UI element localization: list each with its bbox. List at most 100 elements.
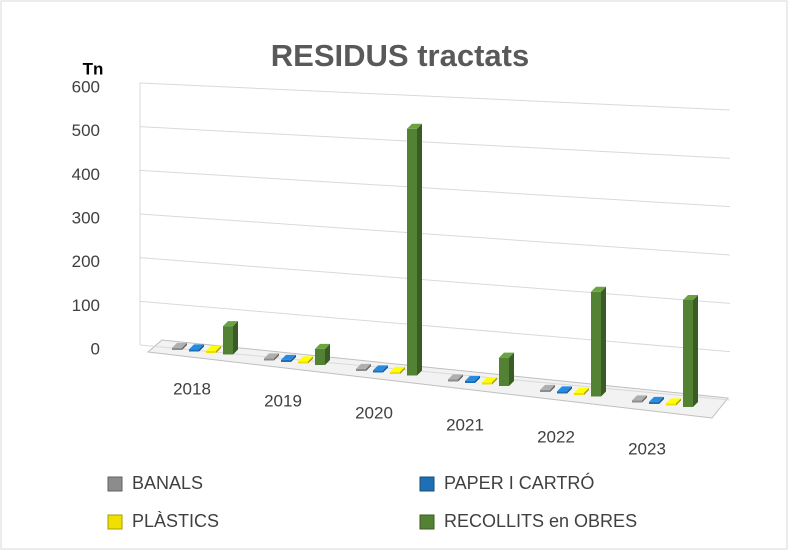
x-tick-label: 2023 [628, 439, 666, 458]
bar [373, 365, 388, 373]
bar-face [298, 361, 308, 364]
bar-face [223, 326, 233, 355]
bar-face [649, 396, 664, 402]
bar-face [206, 350, 216, 353]
bar-face [482, 382, 492, 385]
y-tick-label: 300 [72, 208, 100, 227]
bar-face [264, 358, 274, 361]
bar-face [172, 347, 182, 350]
bar-face [373, 370, 383, 373]
bar [315, 343, 330, 365]
grid-line [139, 213, 731, 256]
bar-face [482, 377, 497, 383]
bar-face [264, 353, 279, 359]
bar [223, 321, 238, 355]
bar-face [400, 366, 405, 374]
bar [540, 384, 555, 392]
legend-swatch [107, 476, 123, 492]
bar-face [584, 387, 589, 395]
bar [632, 395, 647, 403]
y-tick-label: 100 [72, 296, 100, 315]
bar [591, 286, 606, 397]
bar-face [407, 128, 417, 376]
bar-face [666, 398, 681, 404]
bar-face [390, 366, 405, 372]
bar [390, 366, 405, 374]
bar-face [465, 380, 475, 383]
bar-face [448, 379, 458, 382]
grid-line [139, 82, 731, 111]
bar-face [291, 354, 296, 362]
bar-face [172, 342, 187, 348]
y-tick-label: 400 [72, 165, 100, 184]
bar-face [189, 349, 199, 352]
bar-face [356, 363, 371, 369]
bar-face [591, 291, 601, 397]
bar-face [642, 395, 647, 403]
bar [574, 387, 589, 395]
legend-swatch [419, 514, 435, 530]
y-axis-label: Tn [83, 59, 104, 78]
bar-face [591, 286, 606, 292]
x-tick-label: 2019 [264, 391, 302, 410]
bar [356, 363, 371, 371]
bar-face [475, 375, 480, 383]
bar-face [281, 354, 296, 360]
bar [557, 386, 572, 394]
bar-face [492, 377, 497, 385]
x-tick-label: 2020 [355, 403, 393, 422]
bar-face [574, 387, 589, 393]
bar [649, 396, 664, 404]
bar-face [356, 368, 366, 371]
legend-swatch [419, 476, 435, 492]
bar-face [499, 352, 514, 358]
bar [666, 398, 681, 406]
legend-label: PAPER I CARTRÓ [444, 472, 594, 493]
grid-line [139, 257, 731, 304]
bar [206, 345, 221, 353]
x-tick-label: 2018 [173, 379, 211, 398]
bar-face [274, 353, 279, 361]
legend-label: BANALS [132, 473, 203, 493]
bar [407, 123, 422, 376]
bar [482, 377, 497, 385]
bar-face [632, 400, 642, 403]
bar-face [540, 384, 555, 390]
y-tick-label: 500 [72, 121, 100, 140]
bar-face [373, 365, 388, 371]
bar-face [509, 352, 514, 386]
bar-face [649, 401, 659, 404]
bar-face [683, 300, 693, 407]
bar-face [216, 345, 221, 353]
bar [281, 354, 296, 362]
bar [465, 375, 480, 383]
legend-swatch [107, 514, 123, 530]
bar-face [298, 356, 313, 362]
bar [189, 344, 204, 352]
bar [683, 295, 698, 407]
grid-line [139, 169, 731, 208]
x-tick-label: 2022 [537, 427, 575, 446]
bar-face [632, 395, 647, 401]
bar-face [189, 344, 204, 350]
grid-line [139, 126, 731, 159]
grid-line [139, 300, 731, 353]
bar [298, 356, 313, 364]
bar-face [693, 295, 698, 407]
bar-face [206, 345, 221, 351]
bar-face [366, 363, 371, 371]
bar-face [315, 343, 330, 349]
bar [264, 353, 279, 361]
y-tick-label: 200 [72, 252, 100, 271]
bar [499, 352, 514, 386]
bar-face [308, 356, 313, 364]
bar-face [683, 295, 698, 301]
bar-face [666, 403, 676, 406]
grid-line [139, 344, 731, 401]
chart-title: RESIDUS tractats [271, 38, 529, 73]
bar-face [601, 286, 606, 397]
bar-face [233, 321, 238, 355]
bar [448, 374, 463, 382]
